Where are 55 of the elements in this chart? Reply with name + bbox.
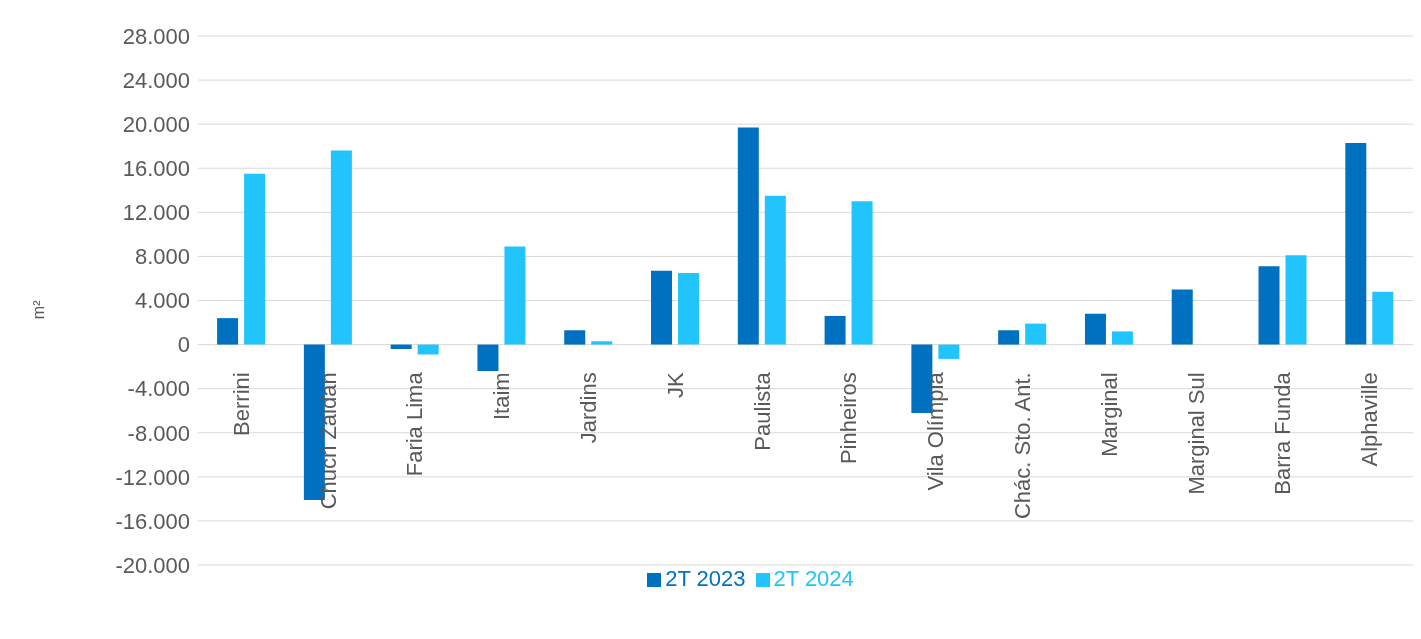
bar — [390, 344, 412, 349]
y-tick-label: 0 — [177, 332, 190, 358]
x-tick-label: Itaim — [489, 372, 515, 421]
bar — [938, 344, 960, 359]
y-tick-label: 4.000 — [134, 288, 190, 314]
legend-label: 2T 2024 — [773, 566, 854, 591]
bar — [651, 270, 673, 345]
x-tick-label: Chucri Zaidan — [315, 372, 341, 510]
y-tick-label: -12.000 — [115, 464, 190, 490]
bar — [244, 173, 266, 345]
y-tick-label: 28.000 — [122, 23, 190, 49]
bar — [417, 344, 439, 355]
x-tick-label: JK — [662, 372, 688, 399]
bar — [678, 272, 700, 345]
x-tick-label: Paulista — [749, 371, 775, 451]
x-tick-label: Marginal Sul — [1183, 372, 1209, 495]
x-tick-label: Chác. Sto. Ant. — [1009, 372, 1035, 520]
y-tick-label: 20.000 — [122, 111, 190, 137]
x-tick-label: Alphaville — [1357, 372, 1383, 467]
bar — [851, 201, 873, 345]
bar — [504, 246, 526, 345]
x-tick-label: Vila Olímpia — [923, 371, 949, 491]
y-tick-label: 24.000 — [122, 67, 190, 93]
bar — [737, 127, 759, 345]
bar — [1258, 266, 1280, 345]
y-tick-label: 8.000 — [134, 244, 190, 270]
bar — [1285, 255, 1307, 345]
y-tick-label: -16.000 — [115, 508, 190, 534]
bar — [824, 315, 846, 345]
bar — [1084, 313, 1106, 345]
bar — [1372, 291, 1394, 345]
bar — [1345, 142, 1367, 345]
bar — [764, 195, 786, 345]
x-tick-label: Marginal — [1096, 372, 1122, 457]
bar — [1171, 289, 1193, 345]
y-tick-label: -4.000 — [127, 376, 190, 402]
y-axis-title: m² — [29, 299, 47, 320]
x-tick-label: Faria Lima — [402, 371, 428, 477]
x-tick-label: Jardins — [576, 372, 602, 444]
y-tick-label: 16.000 — [122, 156, 190, 182]
bar — [330, 150, 352, 345]
bar — [217, 318, 239, 345]
x-tick-label: Pinheiros — [836, 372, 862, 465]
legend-label: 2T 2023 — [665, 566, 746, 591]
y-tick-label: 12.000 — [122, 200, 190, 226]
bar — [591, 341, 613, 345]
bar — [477, 344, 499, 372]
bar — [564, 330, 586, 345]
bar — [998, 330, 1020, 345]
y-tick-label: -20.000 — [115, 552, 190, 578]
bar — [1025, 323, 1047, 345]
y-tick-label: -8.000 — [127, 420, 190, 446]
bar — [1111, 331, 1133, 345]
x-tick-label: Berrini — [228, 372, 254, 436]
x-tick-label: Barra Funda — [1270, 371, 1296, 495]
